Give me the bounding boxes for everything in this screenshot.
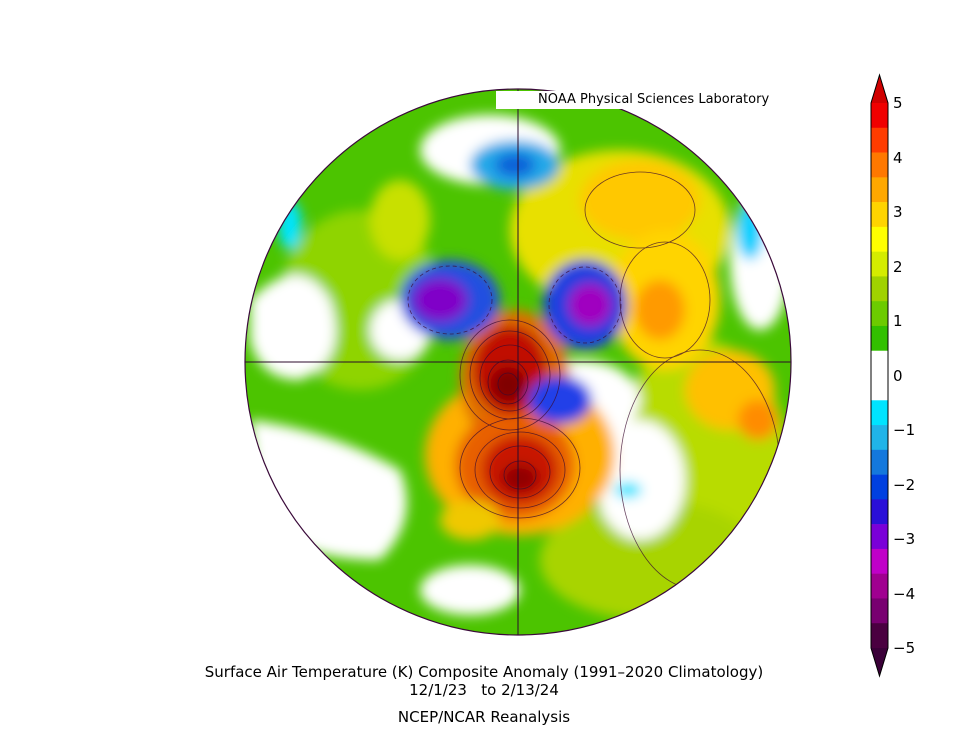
colorbar-frame: [870, 73, 889, 678]
colorbar-swatch: [871, 623, 888, 649]
colorbar-bottom-arrow: [871, 648, 888, 676]
colorbar-swatch: [871, 548, 888, 574]
colorbar-swatch: [871, 499, 888, 525]
colorbar-swatch: [871, 400, 888, 426]
colorbar-tick-label: 2: [893, 257, 903, 276]
colorbar-swatch: [871, 127, 888, 153]
colorbar-swatch: [871, 202, 888, 228]
colorbar-swatch: [871, 350, 888, 376]
colorbar-tick-label: −5: [893, 639, 916, 657]
colorbar-tick-label: 5: [893, 94, 903, 112]
colorbar-tick-label: −3: [893, 530, 916, 548]
colorbar-swatch: [871, 325, 888, 352]
colorbar-tick-label: 3: [893, 203, 903, 221]
colorbar-swatch: [871, 375, 888, 401]
colorbar-swatch: [871, 177, 888, 203]
colorbar-swatch: [871, 276, 888, 302]
colorbar-tick-label: −2: [893, 475, 916, 494]
colorbar-tick-label: −1: [893, 421, 916, 439]
colorbar-swatch: [871, 226, 888, 252]
colorbar-tick-label: 1: [893, 312, 903, 330]
colorbar-tick-label: 0: [893, 366, 903, 385]
colorbar-swatch: [871, 598, 888, 624]
colorbar-top-arrow: [871, 75, 888, 103]
map-date-range: 12/1/23 to 2/13/24: [409, 681, 559, 699]
data-source: NCEP/NCAR Reanalysis: [397, 708, 571, 726]
colorbar-swatch: [871, 449, 888, 475]
colorbar-tick-label: −4: [893, 584, 916, 603]
polar-map: [245, 89, 791, 635]
colorbar-swatch: [871, 425, 888, 451]
colorbar-swatch: [871, 301, 888, 327]
colorbar-swatch: [871, 152, 888, 178]
colorbar-swatch: [871, 474, 888, 500]
map-title: Surface Air Temperature (K) Composite An…: [204, 663, 764, 681]
colorbar-swatch: [871, 103, 888, 129]
colorbar-swatch: [871, 524, 888, 550]
colorbar-swatch: [871, 251, 888, 277]
colorbar-tick-label: 4: [893, 148, 903, 167]
colorbar-swatch: [871, 573, 888, 599]
colorbar: [870, 73, 889, 678]
map-border: [244, 88, 792, 636]
credit-label: NOAA Physical Sciences Laboratory: [496, 91, 796, 109]
